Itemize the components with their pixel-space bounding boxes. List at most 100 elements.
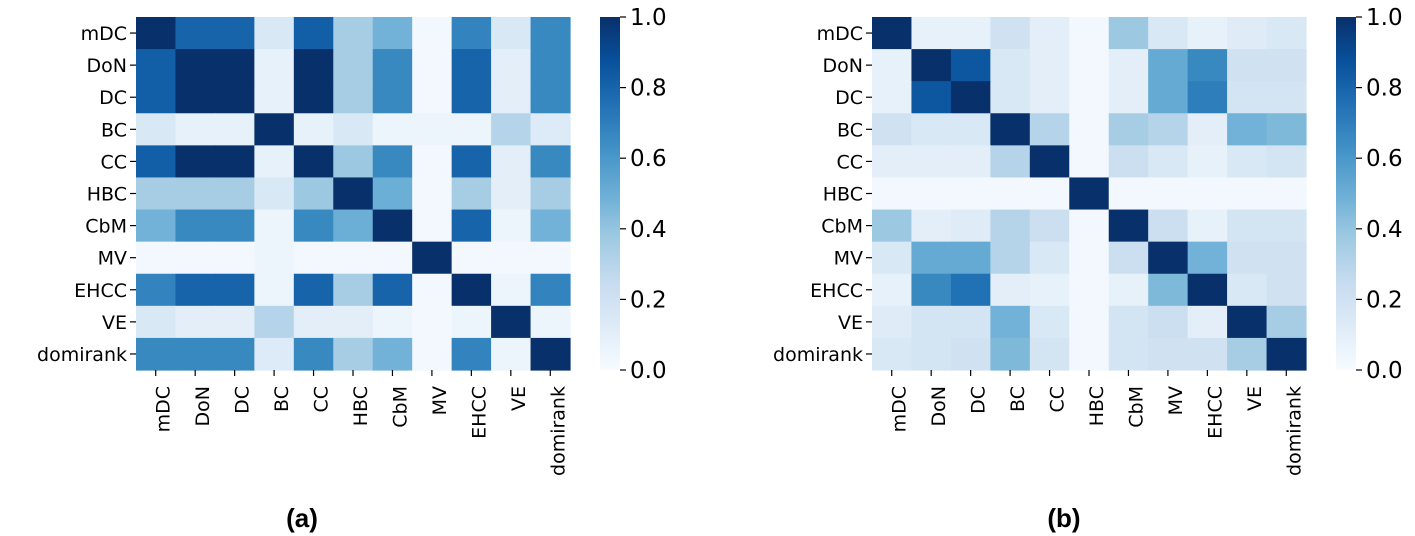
heatmap-cell [911, 49, 952, 82]
heatmap-cell [136, 17, 177, 50]
colorbar-tick-label: 0.0 [630, 358, 667, 384]
col-tick-label: EHCC [468, 386, 490, 439]
heatmap-cell [990, 81, 1031, 114]
row-tick-label: MV [834, 248, 863, 270]
heatmap-cell [1069, 145, 1110, 179]
heatmap-cell [254, 17, 295, 50]
heatmap-cell [530, 273, 571, 307]
heatmap-cell [911, 145, 952, 179]
heatmap-cell [372, 17, 413, 50]
heatmap-cell [412, 17, 453, 50]
heatmap-cell [1029, 241, 1070, 275]
heatmap-cell [1266, 81, 1307, 114]
heatmap-cell [950, 337, 991, 371]
heatmap-cell [372, 177, 413, 211]
heatmap-cell [1266, 337, 1307, 371]
heatmap-cell [1227, 209, 1268, 243]
heatmap-cell [1148, 145, 1189, 179]
heatmap-cell [1069, 81, 1110, 114]
colorbar-tick-label: 0.0 [1366, 358, 1403, 384]
heatmap-cell [293, 337, 334, 371]
heatmap-cell [872, 17, 913, 50]
heatmap-cell [1029, 145, 1070, 179]
heatmap-cell [1148, 209, 1189, 243]
heatmap-cell [214, 209, 255, 243]
heatmap-cell [412, 209, 453, 243]
heatmap-cell [293, 305, 334, 339]
heatmap-cell [175, 145, 216, 179]
heatmap-cell [214, 337, 255, 371]
heatmap-cell [1266, 305, 1307, 339]
col-tick-label: VE [508, 386, 530, 411]
col-tick-label: DC [968, 386, 990, 414]
heatmap-cell [136, 113, 177, 146]
heatmap-cell [333, 177, 374, 211]
heatmap-cell [530, 177, 571, 211]
heatmap-cell [412, 177, 453, 211]
colorbar-tick-label: 0.6 [630, 146, 667, 172]
heatmap-cell [990, 177, 1031, 211]
heatmap-cell [1108, 17, 1149, 50]
row-tick-label: EHCC [74, 280, 127, 302]
heatmap-cell [254, 305, 295, 339]
heatmap-cell [293, 241, 334, 275]
heatmap-cell [175, 209, 216, 243]
heatmap-cell [333, 241, 374, 275]
heatmap-cell [333, 273, 374, 307]
heatmap-cell [1266, 145, 1307, 179]
colorbar-tick-label: 0.2 [1366, 287, 1403, 313]
heatmap-cell [372, 209, 413, 243]
heatmap-cell [1266, 273, 1307, 307]
heatmap-cell [136, 145, 177, 179]
heatmap-cell [491, 81, 532, 114]
heatmap-cell [950, 209, 991, 243]
heatmap-cell [491, 305, 532, 339]
heatmap-cell [333, 49, 374, 82]
heatmap-cell [911, 113, 952, 146]
heatmap-cell [872, 305, 913, 339]
colorbar-tick-label: 1.0 [1366, 5, 1403, 31]
heatmap-cell [491, 49, 532, 82]
heatmap-cell [136, 177, 177, 211]
heatmap-cell [175, 49, 216, 82]
col-tick-label: BC [1007, 386, 1029, 412]
heatmap-cell [451, 209, 492, 243]
heatmap-cell [1148, 337, 1189, 371]
row-tick-label: domirank [773, 344, 863, 366]
heatmap-cell [1108, 337, 1149, 371]
heatmap-cell [950, 145, 991, 179]
heatmap-cell [950, 81, 991, 114]
heatmap-cell [451, 49, 492, 82]
colorbar-tick-label: 0.4 [1366, 217, 1403, 243]
heatmap-cell [214, 305, 255, 339]
heatmap-cell [872, 209, 913, 243]
heatmap-cell [214, 81, 255, 114]
heatmap-cell [990, 337, 1031, 371]
col-tick-label: domirank [547, 386, 569, 476]
heatmap-cell [254, 337, 295, 371]
heatmap-cell [214, 113, 255, 146]
heatmap-cell [530, 81, 571, 114]
heatmap-cell [214, 145, 255, 179]
heatmap-cell [333, 81, 374, 114]
row-tick-label: CC [836, 151, 863, 173]
heatmap-cell [136, 337, 177, 371]
heatmap-cell [1108, 273, 1149, 307]
heatmap-cell [451, 177, 492, 211]
heatmap-cell [372, 145, 413, 179]
heatmap-cell [293, 113, 334, 146]
heatmap-cell [175, 337, 216, 371]
colorbar-tick-label: 0.8 [1366, 76, 1403, 102]
heatmap-cell [1187, 177, 1228, 211]
heatmap-cell [911, 209, 952, 243]
heatmap-cell [872, 337, 913, 371]
heatmap-cell [491, 177, 532, 211]
heatmap-cell [412, 113, 453, 146]
heatmap-cell [491, 17, 532, 50]
heatmap-cell [1227, 177, 1268, 211]
heatmap-cell [911, 273, 952, 307]
heatmap-cell [1148, 81, 1189, 114]
heatmap-cell [1227, 241, 1268, 275]
heatmap-cell [491, 113, 532, 146]
